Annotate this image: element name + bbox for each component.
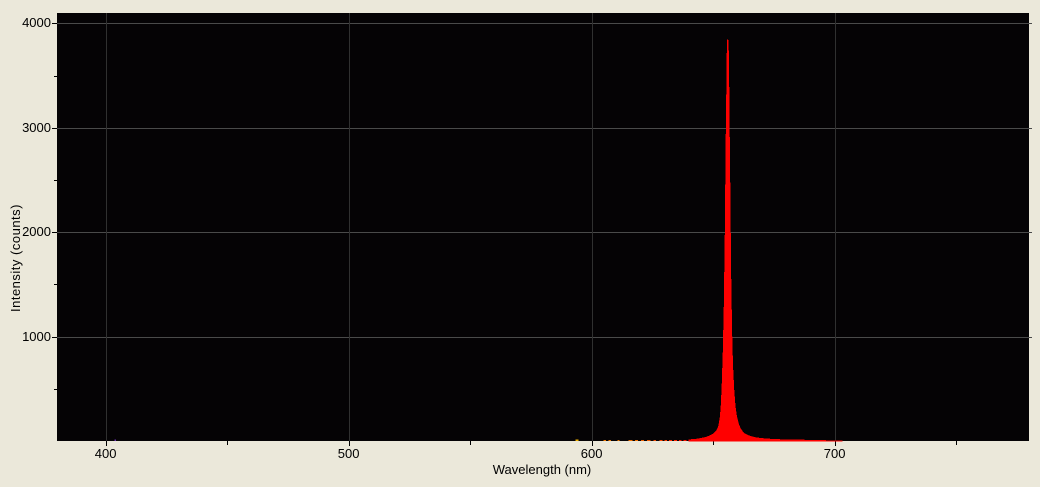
y-tick-label: 2000 — [22, 224, 51, 240]
x-axis-title: Wavelength (nm) — [492, 462, 592, 477]
x-tick-label: 700 — [823, 446, 846, 461]
x-tick-label: 500 — [337, 446, 360, 461]
x-tick-label: 400 — [94, 446, 117, 461]
y-tick-label: 1000 — [22, 328, 51, 344]
y-axis-title: Intensity (counts) — [8, 204, 23, 312]
x-tick-label: 600 — [580, 446, 603, 461]
y-tick-label: 3000 — [22, 119, 51, 135]
y-tick-label: 4000 — [22, 15, 51, 31]
